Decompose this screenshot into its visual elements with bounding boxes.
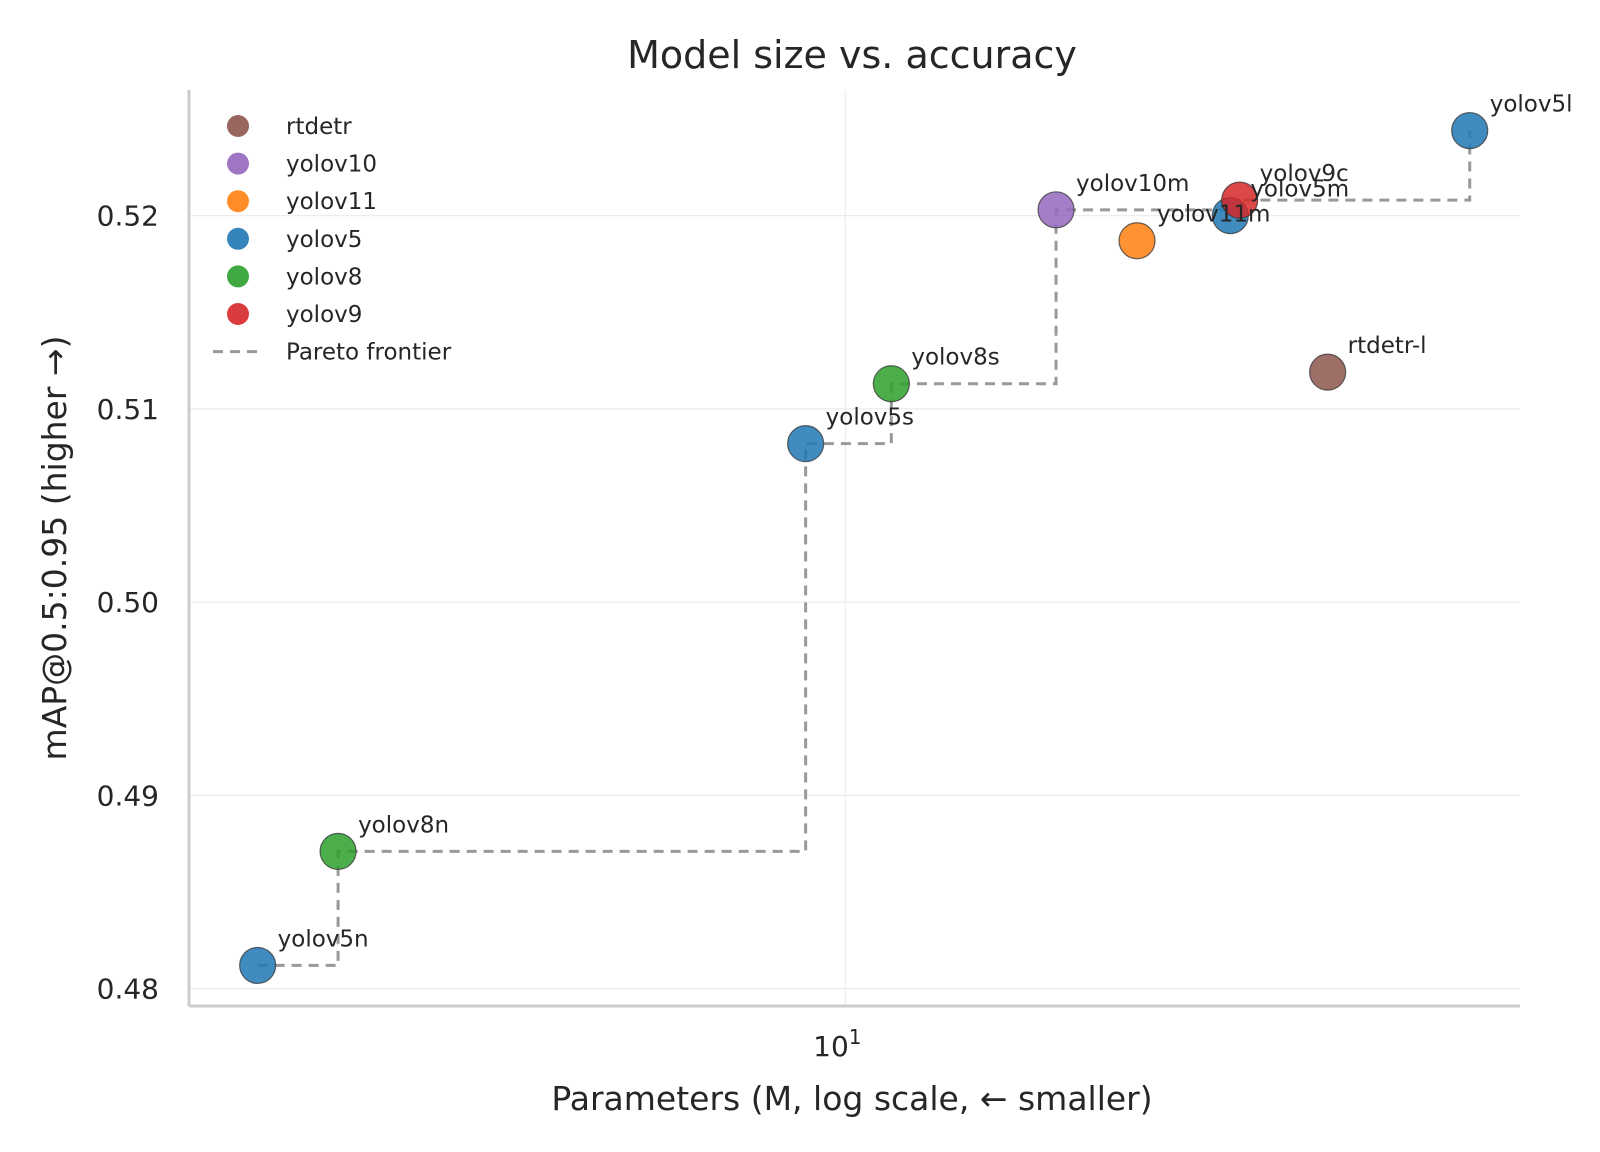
point-label-yolov5l: yolov5l — [1490, 92, 1573, 118]
y-tick-label: 0.49 — [97, 779, 159, 812]
data-point-yolov8s — [872, 365, 910, 403]
point-label-yolov5s: yolov5s — [826, 405, 914, 431]
legend-label-rtdetr: rtdetr — [286, 114, 352, 140]
data-point-yolov11m — [1118, 222, 1156, 260]
point-label-yolov10m: yolov10m — [1076, 171, 1189, 197]
point-label-yolov5n: yolov5n — [278, 926, 369, 952]
legend-marker-yolov5 — [227, 227, 249, 250]
data-point-yolov5l — [1451, 111, 1489, 150]
x-tick-label: 101 — [813, 1025, 861, 1063]
point-label-rtdetr-l: rtdetr-l — [1348, 333, 1427, 359]
legend-label-yolov8: yolov8 — [286, 264, 362, 290]
legend-label-yolov5: yolov5 — [286, 227, 362, 253]
grid-layer — [189, 90, 1520, 1006]
y-tick-label: 0.50 — [97, 586, 159, 619]
axes-layer — [187, 90, 1520, 1008]
data-point-yolov9c — [1221, 181, 1259, 219]
point-label-yolov8n: yolov8n — [358, 812, 449, 838]
y-tick-label: 0.51 — [97, 393, 159, 426]
legend-label-pareto-frontier: Pareto frontier — [286, 340, 452, 366]
point-label-yolov8s: yolov8s — [911, 345, 999, 371]
point-label-yolov9c: yolov9c — [1260, 161, 1349, 187]
point-labels-layer: yolov5n yolov8n yolov5s yolov8s yolov10m yolo… — [278, 92, 1573, 953]
legend-label-yolov11: yolov11 — [286, 189, 377, 215]
legend-marker-yolov10 — [227, 152, 249, 175]
point-label-yolov5m: yolov5m — [1250, 177, 1349, 203]
legend-label-yolov9: yolov9 — [286, 302, 362, 328]
legend-label-yolov10: yolov10 — [286, 152, 377, 178]
legend: rtdetr yolov10 yolov11 yolov5 yolov8 yolov9 Pa… — [213, 114, 452, 366]
legend-marker-yolov9 — [227, 303, 249, 325]
data-point-rtdetr-l — [1309, 353, 1347, 391]
x-axis-label: Parameters (M, log scale, ← smaller) — [551, 1079, 1152, 1118]
data-point-yolov8n — [319, 832, 357, 871]
frontier-layer — [257, 130, 1472, 967]
legend-marker-rtdetr — [227, 115, 249, 137]
legend-marker-yolov11 — [227, 190, 249, 213]
point-label-yolov11m: yolov11m — [1157, 202, 1270, 228]
pareto-frontier-line — [257, 130, 1472, 967]
data-point-yolov5s — [787, 425, 825, 463]
y-axis-label: mAP@0.5:0.95 (higher →) — [35, 336, 74, 761]
points-layer — [239, 111, 1489, 985]
legend-marker-yolov8 — [227, 265, 249, 288]
ticks-layer: 0.48 0.49 0.50 0.51 0.52 101 — [97, 200, 862, 1063]
y-tick-label: 0.52 — [97, 200, 159, 233]
data-point-yolov10m — [1037, 191, 1075, 229]
data-point-yolov5n — [239, 946, 277, 985]
chart-title: Model size vs. accuracy — [627, 33, 1077, 77]
y-tick-label: 0.48 — [97, 973, 159, 1006]
